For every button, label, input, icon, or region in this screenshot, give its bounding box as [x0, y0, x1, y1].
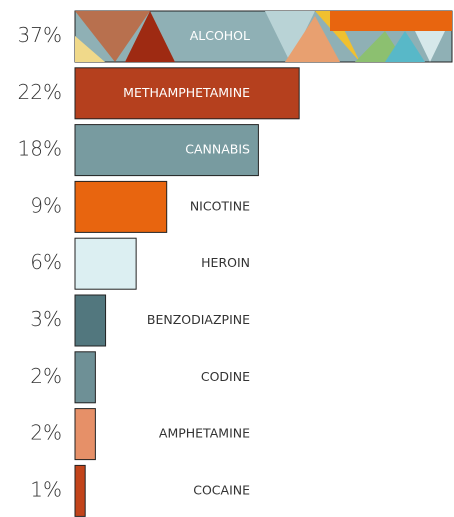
pattern-shape	[125, 11, 175, 62]
value-label: 6%	[30, 250, 62, 274]
bar	[74, 408, 96, 461]
category-label: ALCOHOL	[190, 28, 250, 43]
bar	[74, 237, 137, 290]
pattern-shape	[330, 11, 452, 31]
pattern-shape	[385, 31, 425, 62]
pattern-shape	[75, 11, 150, 62]
pattern-shape	[75, 36, 105, 62]
bar	[74, 351, 96, 404]
bar	[74, 294, 107, 347]
pattern-shape	[315, 11, 360, 62]
category-label: CANNABIS	[185, 142, 250, 157]
bar	[74, 464, 86, 517]
bar	[74, 124, 259, 177]
value-label: 2%	[30, 421, 62, 445]
value-label: 22%	[18, 80, 62, 104]
value-label: 18%	[18, 137, 62, 161]
pattern-shape	[285, 16, 340, 62]
value-label: 9%	[30, 193, 62, 217]
value-label: 3%	[30, 307, 62, 331]
category-label: COCAINE	[193, 482, 250, 497]
value-label: 37%	[18, 23, 62, 47]
bar	[74, 67, 300, 120]
category-label: NICOTINE	[190, 198, 250, 213]
pattern-shape	[415, 31, 445, 62]
category-label: METHAMPHETAMINE	[123, 85, 250, 100]
category-label: HEROIN	[201, 255, 250, 270]
category-label: BENZODIAZPINE	[147, 312, 250, 327]
value-label: 1%	[30, 477, 62, 501]
category-label: CODINE	[201, 369, 250, 384]
pattern-shape	[265, 11, 315, 62]
category-label: AMPHETAMINE	[159, 426, 250, 441]
value-label: 2%	[30, 364, 62, 388]
bar-pattern	[75, 11, 452, 62]
bar	[74, 180, 168, 233]
